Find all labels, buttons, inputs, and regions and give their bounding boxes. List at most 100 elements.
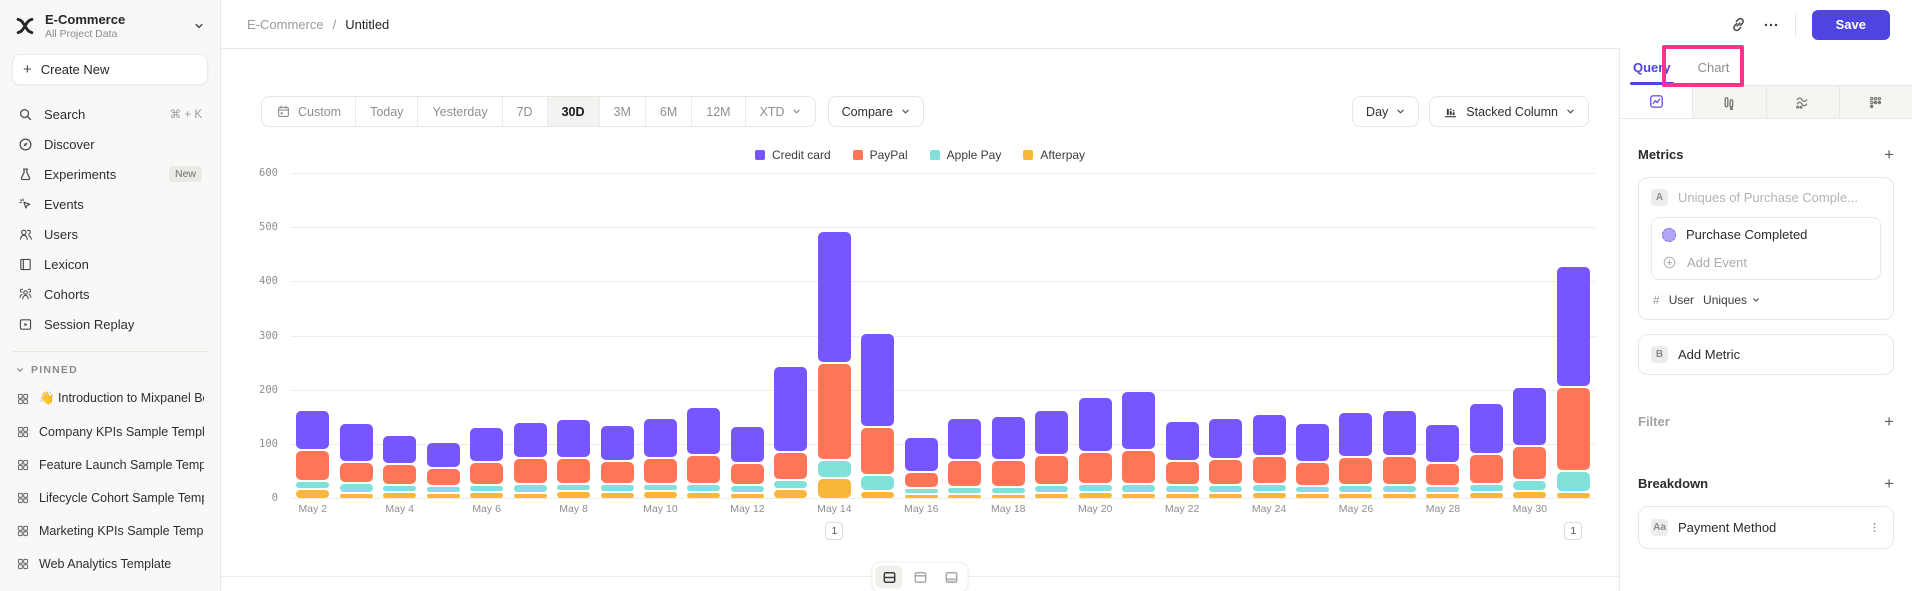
layout-split-middle-button[interactable] — [875, 565, 903, 589]
bar-segment-afterpay[interactable] — [339, 493, 373, 498]
bar-segment-paypal[interactable] — [904, 473, 938, 487]
bar-segment-afterpay[interactable] — [1122, 493, 1156, 498]
sidebar-item-cohorts[interactable]: Cohorts — [12, 279, 208, 309]
bar-segment-paypal[interactable] — [817, 364, 851, 459]
bar-segment-apple-pay[interactable] — [817, 460, 851, 478]
bar-segment-apple-pay[interactable] — [513, 485, 547, 492]
bar-segment-apple-pay[interactable] — [643, 485, 677, 490]
add-filter-plus-icon[interactable]: + — [1884, 412, 1894, 431]
legend-item-credit-card[interactable]: Credit card — [754, 147, 831, 163]
bar-segment-afterpay[interactable] — [1426, 493, 1460, 498]
bar-segment-credit-card[interactable] — [426, 442, 460, 468]
create-new-button[interactable]: + Create New — [12, 54, 208, 85]
bar-segment-paypal[interactable] — [470, 462, 504, 485]
date-range-yesterday[interactable]: Yesterday — [417, 97, 501, 126]
legend-item-apple-pay[interactable]: Apple Pay — [929, 147, 1001, 163]
bar-segment-credit-card[interactable] — [1469, 404, 1503, 454]
bar-segment-apple-pay[interactable] — [557, 485, 591, 490]
bar-may-17[interactable] — [943, 173, 986, 498]
bar-segment-paypal[interactable] — [296, 450, 330, 481]
breadcrumb-project[interactable]: E-Commerce — [247, 16, 324, 32]
bar-segment-afterpay[interactable] — [1252, 492, 1286, 498]
bar-segment-credit-card[interactable] — [383, 436, 417, 464]
bar-segment-afterpay[interactable] — [774, 489, 808, 498]
bar-segment-paypal[interactable] — [774, 453, 808, 480]
bar-segment-apple-pay[interactable] — [1382, 486, 1416, 492]
pinned-board-item[interactable]: Feature Launch Sample Templa — [12, 448, 208, 481]
bar-segment-apple-pay[interactable] — [1296, 487, 1330, 492]
bar-segment-credit-card[interactable] — [1209, 418, 1243, 458]
bar-segment-afterpay[interactable] — [557, 491, 591, 498]
pinned-board-item[interactable]: 👋 Introduction to Mixpanel Bo — [12, 382, 208, 415]
bar-segment-afterpay[interactable] — [296, 489, 330, 498]
bar-segment-afterpay[interactable] — [513, 493, 547, 498]
bar-segment-credit-card[interactable] — [557, 419, 591, 457]
bar-segment-afterpay[interactable] — [1209, 493, 1243, 498]
bar-segment-paypal[interactable] — [1426, 463, 1460, 486]
bar-may-21[interactable] — [1117, 173, 1160, 498]
bar-may-15[interactable] — [856, 173, 899, 498]
bar-may-7[interactable] — [508, 173, 551, 498]
bar-segment-apple-pay[interactable] — [470, 486, 504, 491]
bar-segment-apple-pay[interactable] — [426, 487, 460, 492]
bar-segment-afterpay[interactable] — [470, 492, 504, 498]
breadcrumb-page-title[interactable]: Untitled — [345, 16, 390, 32]
date-range-3m[interactable]: 3M — [598, 97, 645, 126]
sidebar-item-discover[interactable]: Discover — [12, 129, 208, 159]
bar-may-29[interactable] — [1465, 173, 1508, 498]
add-metric-card[interactable]: B Add Metric — [1638, 334, 1894, 375]
bar-segment-apple-pay[interactable] — [730, 486, 764, 492]
granularity-dropdown[interactable]: Day — [1352, 96, 1420, 127]
legend-item-paypal[interactable]: PayPal — [852, 147, 908, 163]
bar-segment-apple-pay[interactable] — [1209, 486, 1243, 492]
bar-may-14[interactable] — [813, 173, 856, 498]
bar-segment-credit-card[interactable] — [991, 416, 1025, 460]
bar-may-6[interactable] — [465, 173, 508, 498]
date-range-xtd[interactable]: XTD — [744, 97, 815, 126]
add-event-row[interactable]: Add Event — [1662, 255, 1870, 270]
bar-segment-paypal[interactable] — [383, 465, 417, 485]
bar-segment-credit-card[interactable] — [1339, 412, 1373, 457]
bar-segment-paypal[interactable] — [1339, 458, 1373, 485]
bar-segment-apple-pay[interactable] — [1339, 486, 1373, 492]
bar-segment-credit-card[interactable] — [1513, 388, 1547, 445]
bar-segment-credit-card[interactable] — [1078, 398, 1112, 452]
bar-segment-afterpay[interactable] — [1339, 493, 1373, 498]
bar-segment-credit-card[interactable] — [1382, 410, 1416, 456]
bar-may-31[interactable] — [1552, 173, 1595, 498]
bar-segment-apple-pay[interactable] — [948, 487, 982, 493]
layout-top-button[interactable] — [907, 566, 934, 589]
bar-segment-paypal[interactable] — [643, 458, 677, 484]
sidebar-item-events[interactable]: Events — [12, 189, 208, 219]
date-range-7d[interactable]: 7D — [501, 97, 547, 126]
pinned-board-item[interactable]: Web Analytics Template — [12, 547, 208, 580]
bar-segment-afterpay[interactable] — [600, 492, 634, 498]
legend-item-afterpay[interactable]: Afterpay — [1023, 147, 1085, 163]
date-range-12m[interactable]: 12M — [691, 97, 744, 126]
bar-segment-afterpay[interactable] — [426, 493, 460, 498]
bar-may-28[interactable] — [1421, 173, 1464, 498]
bar-segment-apple-pay[interactable] — [904, 488, 938, 493]
bar-segment-afterpay[interactable] — [383, 492, 417, 498]
project-switcher[interactable]: E-Commerce All Project Data — [12, 10, 208, 50]
bar-segment-afterpay[interactable] — [904, 495, 938, 498]
bar-may-5[interactable] — [421, 173, 464, 498]
add-metric-plus-icon[interactable]: + — [1884, 145, 1894, 164]
bar-segment-afterpay[interactable] — [1556, 492, 1590, 498]
funnels-view-tab[interactable] — [1692, 85, 1766, 118]
bar-segment-apple-pay[interactable] — [1165, 486, 1199, 492]
bar-segment-afterpay[interactable] — [1035, 493, 1069, 498]
bar-may-27[interactable] — [1378, 173, 1421, 498]
bar-may-2[interactable] — [291, 173, 334, 498]
bar-may-3[interactable] — [334, 173, 377, 498]
bar-segment-credit-card[interactable] — [1252, 414, 1286, 456]
bar-segment-afterpay[interactable] — [1165, 493, 1199, 498]
pinned-board-item[interactable]: Marketing KPIs Sample Templat — [12, 514, 208, 547]
retention-view-tab[interactable] — [1838, 85, 1912, 118]
bar-segment-paypal[interactable] — [339, 462, 373, 482]
chart-type-dropdown[interactable]: Stacked Column — [1429, 96, 1589, 127]
bar-segment-afterpay[interactable] — [817, 479, 851, 498]
flows-view-tab[interactable] — [1765, 85, 1839, 118]
bar-may-23[interactable] — [1204, 173, 1247, 498]
bar-segment-apple-pay[interactable] — [991, 487, 1025, 493]
